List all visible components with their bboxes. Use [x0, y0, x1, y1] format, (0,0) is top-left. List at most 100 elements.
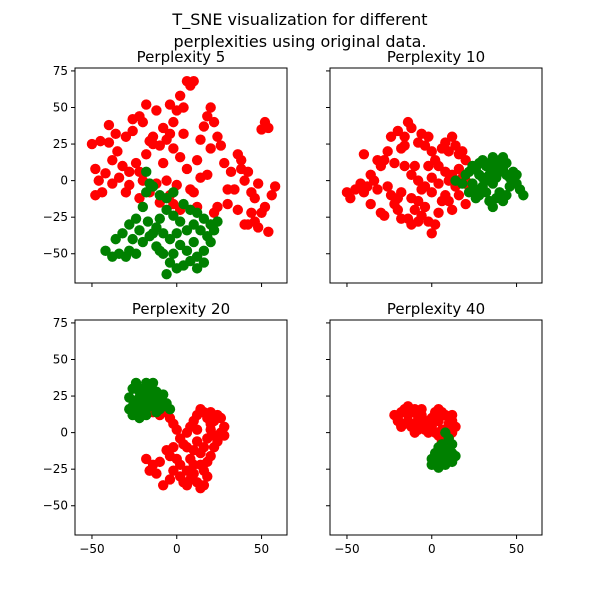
point-green	[100, 245, 111, 257]
point-red	[202, 111, 213, 122]
point-red	[202, 169, 213, 180]
y-tick-label: 25	[53, 137, 68, 151]
point-red	[90, 163, 101, 175]
panel-1: Perplexity 5 −50 −25 0 25 50 75	[43, 48, 288, 287]
point-green	[181, 245, 193, 257]
point-red	[412, 195, 424, 207]
point-red	[460, 198, 471, 210]
point-red	[141, 149, 152, 160]
point-red	[399, 160, 410, 172]
point-red	[457, 146, 468, 157]
point-red	[399, 140, 410, 151]
point-green	[470, 192, 482, 204]
point-green	[518, 190, 529, 201]
point-red	[406, 169, 417, 180]
point-red	[188, 75, 199, 87]
x-tick-label: −50	[79, 542, 104, 556]
point-red	[127, 125, 138, 137]
point-red	[246, 207, 257, 218]
point-red	[178, 128, 189, 140]
point-red	[239, 219, 250, 230]
point-red	[423, 160, 434, 172]
point-red	[174, 459, 186, 470]
y-tick-label: −25	[43, 210, 68, 224]
point-red	[178, 102, 189, 113]
point-red	[409, 404, 420, 415]
point-green	[191, 251, 203, 262]
point-red	[124, 179, 135, 191]
point-red	[392, 204, 404, 216]
point-red	[385, 131, 397, 142]
point-red	[382, 146, 393, 157]
axes-frame	[329, 319, 543, 536]
point-red	[185, 453, 196, 465]
point-green	[474, 169, 485, 180]
panel-title: Perplexity 5	[137, 48, 226, 66]
point-red	[191, 154, 203, 166]
point-green	[426, 459, 437, 470]
point-red	[252, 178, 264, 189]
point-red	[433, 415, 444, 427]
point-red	[212, 201, 223, 213]
point-red	[164, 128, 176, 140]
point-green	[487, 163, 499, 175]
point-green	[463, 187, 475, 198]
point-red	[409, 427, 420, 438]
point-green	[168, 210, 179, 221]
point-red	[450, 140, 461, 151]
point-red	[419, 140, 431, 151]
point-green	[137, 201, 149, 213]
point-red	[362, 181, 373, 192]
point-red	[225, 166, 237, 178]
point-green	[124, 219, 135, 230]
point-green	[212, 216, 223, 227]
point-green	[491, 172, 502, 183]
point-red	[382, 181, 393, 192]
point-green	[174, 216, 186, 227]
point-red	[396, 213, 407, 224]
point-red	[222, 198, 233, 210]
point-red	[239, 175, 250, 186]
point-red	[412, 175, 424, 186]
point-green	[164, 233, 176, 245]
point-red	[446, 131, 458, 142]
point-green	[205, 236, 216, 248]
point-red	[460, 154, 471, 166]
point-red	[198, 480, 210, 491]
point-red	[252, 222, 264, 233]
point-red	[168, 143, 179, 154]
point-green	[198, 257, 210, 268]
point-green	[161, 204, 172, 216]
point-red	[191, 424, 203, 435]
panel-2: Perplexity 10	[326, 48, 543, 287]
point-red	[205, 143, 216, 154]
point-green	[433, 447, 444, 459]
point-red	[212, 131, 223, 142]
point-green	[144, 230, 155, 242]
point-red	[171, 424, 182, 435]
point-red	[372, 154, 383, 166]
y-tick-label: 50	[53, 352, 68, 366]
point-green	[188, 219, 199, 230]
point-red	[453, 190, 465, 201]
point-red	[345, 192, 356, 204]
point-red	[440, 166, 451, 178]
scatter-points	[86, 75, 281, 280]
point-red	[453, 163, 465, 175]
point-red	[429, 219, 441, 230]
point-green	[141, 404, 152, 415]
point-red	[124, 166, 135, 178]
point-red	[151, 105, 162, 116]
point-red	[368, 175, 380, 186]
point-green	[171, 228, 182, 239]
point-green	[511, 169, 522, 180]
axes-frame	[329, 67, 543, 284]
point-red	[219, 430, 230, 441]
point-green	[195, 225, 206, 236]
point-green	[141, 187, 152, 198]
panel-title: Perplexity 10	[387, 48, 485, 66]
point-green	[134, 392, 145, 403]
point-red	[379, 210, 390, 221]
point-red	[426, 187, 437, 198]
point-green	[130, 377, 142, 389]
